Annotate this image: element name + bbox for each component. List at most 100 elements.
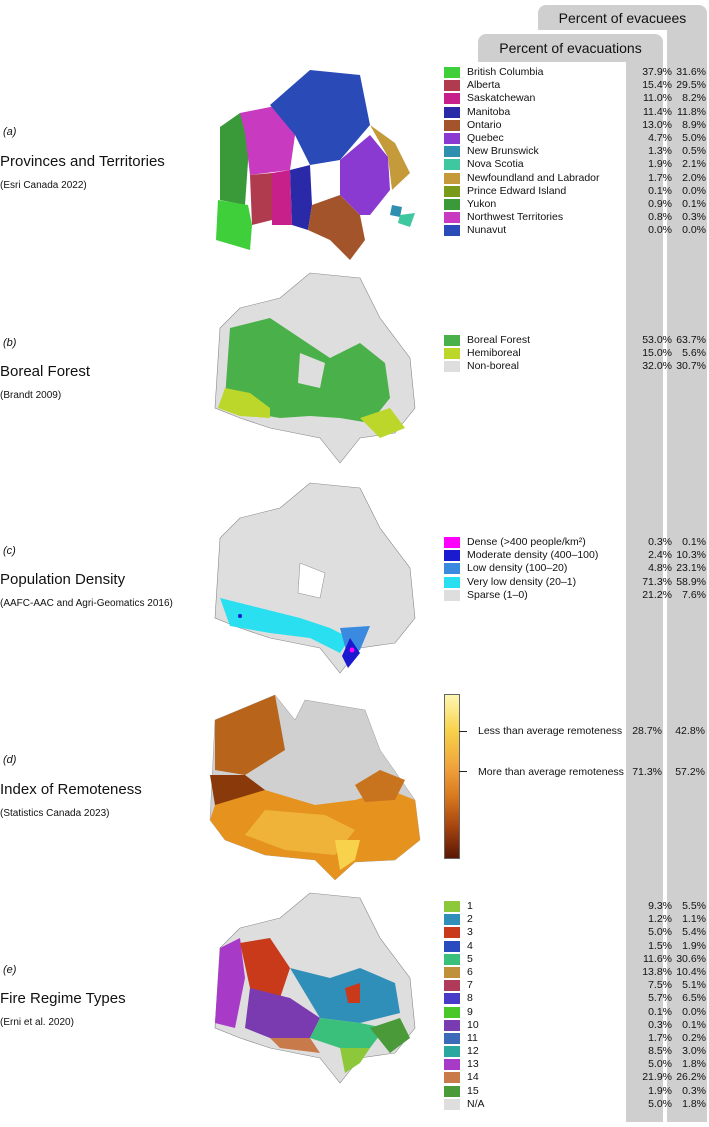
- panel-d-source: (Statistics Canada 2023): [0, 808, 110, 819]
- legend-row: Sparse (1–0) 21.2% 7.6%: [444, 589, 709, 602]
- legend-label: Non-boreal: [467, 360, 519, 373]
- legend-row: Quebec 4.7% 5.0%: [444, 132, 709, 145]
- legend-row: 1 9.3% 5.5%: [444, 900, 709, 913]
- evacuations-value: 71.3%: [632, 766, 662, 778]
- legend-row: Saskatchewan 11.0% 8.2%: [444, 92, 709, 105]
- fire-regime-map: [214, 892, 416, 1084]
- evacuations-value: 21.9%: [642, 1071, 672, 1084]
- legend-label: Manitoba: [467, 105, 511, 118]
- legend-label: 12: [467, 1045, 479, 1058]
- fire-regime-legend: 1 9.3% 5.5% 2 1.2% 1.1% 3 5.0% 5.4% 4 1.5% 1.9% …: [444, 900, 709, 1111]
- legend-label: Hemiboreal: [467, 347, 521, 360]
- evacuations-value: 1.9%: [648, 1084, 672, 1097]
- legend-swatch: [444, 980, 460, 992]
- legend-swatch: [444, 901, 460, 912]
- legend-row: 6 13.8% 10.4%: [444, 966, 709, 979]
- evacuees-value: 0.0%: [682, 224, 706, 237]
- evacuations-value: 15.0%: [642, 347, 672, 360]
- legend-row: 9 0.1% 0.0%: [444, 1006, 709, 1019]
- legend-row: Nova Scotia 1.9% 2.1%: [444, 158, 709, 171]
- legend-row: 10 0.3% 0.1%: [444, 1019, 709, 1032]
- panel-a-label: (a): [3, 126, 17, 138]
- legend-swatch: [444, 106, 460, 118]
- panel-e-title: Fire Regime Types: [0, 990, 126, 1007]
- evacuations-value: 5.0%: [648, 926, 672, 939]
- evacuees-value: 0.5%: [682, 145, 706, 158]
- legend-row: British Columbia 37.9% 31.6%: [444, 66, 709, 79]
- legend-swatch: [444, 537, 460, 548]
- legend-label: 13: [467, 1058, 479, 1071]
- evacuations-column-bar: [626, 62, 663, 1122]
- evacuees-value: 31.6%: [676, 66, 706, 78]
- legend-label: 14: [467, 1071, 479, 1084]
- legend-label: Prince Edward Island: [467, 184, 567, 197]
- evacuations-value: 1.3%: [648, 145, 672, 158]
- panel-b-source: (Brandt 2009): [0, 390, 62, 401]
- evacuations-value: 1.7%: [648, 1031, 672, 1044]
- panel-a-title: Provinces and Territories: [0, 153, 165, 170]
- panel-a-source: (Esri Canada 2022): [0, 180, 87, 191]
- remoteness-map: [209, 694, 421, 881]
- evacuees-value: 0.0%: [682, 1005, 706, 1018]
- boreal-legend: Boreal Forest 53.0% 63.7% Hemiboreal 15.0% 5…: [444, 334, 709, 374]
- evacuations-value: 15.4%: [642, 79, 672, 92]
- legend-label: Quebec: [467, 131, 504, 144]
- evacuations-value: 71.3%: [642, 575, 672, 588]
- legend-swatch: [444, 335, 460, 346]
- evacuations-value: 0.0%: [648, 224, 672, 237]
- evacuations-value: 0.9%: [648, 197, 672, 210]
- evacuees-value: 2.0%: [682, 171, 706, 184]
- legend-swatch: [444, 146, 460, 158]
- evacuees-value: 1.1%: [682, 913, 706, 926]
- evacuees-value: 2.1%: [682, 158, 706, 171]
- legend-label: 7: [467, 979, 473, 992]
- evacuations-value: 8.5%: [648, 1045, 672, 1058]
- legend-label: Saskatchewan: [467, 92, 536, 105]
- evacuees-value: 30.6%: [676, 952, 706, 965]
- evacuees-value: 1.8%: [682, 1097, 706, 1110]
- legend-swatch: [444, 966, 460, 978]
- evacuees-value: 8.2%: [682, 92, 706, 105]
- legend-label: Dense (>400 people/km²): [467, 536, 586, 548]
- evacuations-value: 1.9%: [648, 158, 672, 171]
- evacuees-value: 5.6%: [682, 347, 706, 360]
- legend-swatch: [444, 563, 460, 575]
- legend-row: 4 1.5% 1.9%: [444, 940, 709, 953]
- legend-swatch: [444, 198, 460, 210]
- legend-label: Very low density (20–1): [467, 575, 577, 588]
- legend-swatch: [444, 159, 460, 171]
- legend-row: Very low density (20–1) 71.3% 58.9%: [444, 576, 709, 589]
- evacuees-value: 58.9%: [676, 575, 706, 588]
- legend-label: Newfoundland and Labrador: [467, 171, 600, 184]
- provinces-legend: British Columbia 37.9% 31.6% Alberta 15.4% 2…: [444, 66, 709, 237]
- legend-swatch: [444, 1019, 460, 1031]
- evacuees-value: 63.7%: [676, 334, 706, 346]
- evacuees-value: 8.9%: [682, 118, 706, 131]
- evacuees-value: 0.3%: [682, 211, 706, 224]
- legend-label: Yukon: [467, 197, 497, 210]
- legend-label: New Brunswick: [467, 145, 539, 158]
- legend-swatch: [444, 589, 460, 601]
- legend-row: N/A 5.0% 1.8%: [444, 1098, 709, 1111]
- legend-row: 7 7.5% 5.1%: [444, 979, 709, 992]
- legend-label: 15: [467, 1084, 479, 1097]
- evacuations-value: 7.5%: [648, 979, 672, 992]
- evacuations-value: 11.6%: [643, 952, 672, 965]
- evacuations-value: 0.3%: [648, 1018, 672, 1031]
- legend-label: N/A: [467, 1097, 485, 1110]
- population-map: [214, 482, 416, 674]
- evacuations-value: 0.1%: [648, 1005, 672, 1018]
- evacuees-column-bar: [667, 30, 707, 1122]
- legend-row: Non-boreal 32.0% 30.7%: [444, 360, 709, 373]
- legend-swatch: [444, 1059, 460, 1071]
- panel-c-title: Population Density: [0, 571, 126, 588]
- legend-swatch: [444, 1072, 460, 1084]
- legend-row: 5 11.6% 30.6%: [444, 953, 709, 966]
- evacuations-value: 11.4%: [643, 105, 672, 118]
- legend-label: Northwest Territories: [467, 211, 564, 224]
- legend-swatch: [444, 927, 460, 939]
- evacuees-value: 6.5%: [682, 992, 706, 1005]
- evacuations-value: 11.0%: [643, 92, 672, 105]
- evacuations-value: 37.9%: [642, 66, 672, 78]
- evacuees-value: 0.1%: [682, 1018, 706, 1031]
